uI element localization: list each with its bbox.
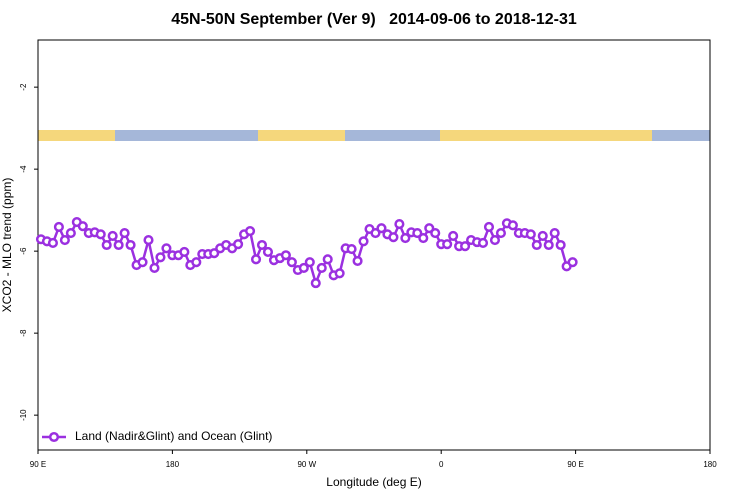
ocean <box>115 130 258 141</box>
data-point <box>65 228 76 239</box>
data-point <box>161 243 172 254</box>
plot-frame <box>37 39 711 451</box>
data-point <box>442 239 453 250</box>
data-point <box>376 223 387 234</box>
x-tick-label: 180 <box>166 460 180 469</box>
data-point <box>179 246 190 258</box>
data-point <box>77 221 88 232</box>
ocean <box>652 130 710 141</box>
data-point <box>358 236 369 247</box>
data-point <box>370 228 381 239</box>
data-point <box>543 239 554 251</box>
data-point <box>107 230 118 242</box>
data-point <box>53 221 64 233</box>
data-point <box>555 239 566 251</box>
data-point <box>143 235 154 246</box>
data-point <box>507 220 518 231</box>
chart-title: 45N-50N September (Ver 9) 2014-09-06 to … <box>171 11 577 28</box>
data-point <box>47 237 58 248</box>
y-tick-label: -4 <box>19 165 28 173</box>
data-point <box>477 237 489 248</box>
data-point <box>388 232 399 243</box>
data-point <box>322 254 333 265</box>
data-point <box>316 262 327 274</box>
data-point <box>489 235 501 246</box>
data-point <box>483 221 495 233</box>
data-point <box>567 257 578 268</box>
data-point <box>95 229 106 240</box>
data-point <box>233 239 244 250</box>
data-point <box>304 257 315 268</box>
data-point <box>262 246 274 258</box>
x-tick-label: 90 W <box>297 460 316 469</box>
data-point <box>400 232 411 244</box>
data-point <box>418 232 429 244</box>
x-tick-label: 90 E <box>30 460 46 469</box>
x-tick-label: 0 <box>439 460 444 469</box>
data-point <box>334 268 345 279</box>
legend-label: Land (Nadir&Glint) and Ocean (Glint) <box>75 429 272 443</box>
data-point <box>125 239 136 251</box>
data-point <box>352 255 363 267</box>
data-point <box>537 230 548 242</box>
data-point <box>346 244 357 255</box>
land <box>38 130 115 141</box>
land-ocean-strip <box>38 130 710 141</box>
data-point <box>286 257 297 268</box>
data-point <box>149 262 160 274</box>
data-point <box>209 248 220 259</box>
data-point <box>101 239 112 251</box>
data-point <box>310 278 321 289</box>
x-tick-label: 90 E <box>567 460 583 469</box>
data-point <box>191 257 202 268</box>
y-tick-label: -2 <box>19 83 28 91</box>
x-tick-label: 180 <box>703 460 717 469</box>
data-point <box>245 226 256 237</box>
land <box>440 130 652 141</box>
legend-marker <box>48 431 60 443</box>
ocean <box>345 130 440 141</box>
data-point <box>531 239 542 251</box>
y-tick-label: -10 <box>19 409 28 421</box>
y-tick-label: -6 <box>19 247 28 255</box>
data-point <box>549 228 560 239</box>
land <box>258 130 345 141</box>
data-point <box>448 230 459 242</box>
data-point <box>424 223 435 234</box>
data-point <box>137 257 148 268</box>
data-point <box>525 229 536 240</box>
data-point <box>495 228 506 239</box>
data-point <box>394 219 405 230</box>
data-point <box>460 241 471 252</box>
data-point <box>256 239 268 251</box>
data-point <box>298 262 309 274</box>
data-point <box>59 235 70 246</box>
data-point <box>250 254 262 265</box>
data-point <box>113 239 124 251</box>
data-point <box>280 250 291 261</box>
data-point <box>155 252 166 263</box>
y-tick-label: -8 <box>19 329 28 337</box>
data-point <box>119 228 130 239</box>
data-point <box>430 228 441 239</box>
data-point <box>412 228 423 239</box>
y-axis-title: XCO2 - MLO trend (ppm) <box>0 178 14 313</box>
x-axis-title: Longitude (deg E) <box>326 475 421 489</box>
